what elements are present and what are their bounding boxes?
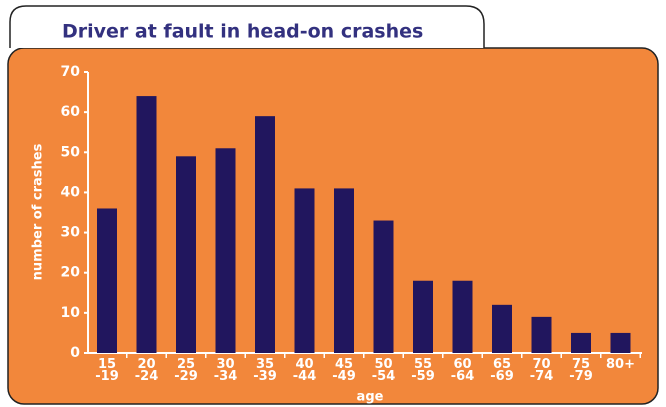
- bar: [176, 156, 196, 353]
- y-axis-label: number of crashes: [31, 143, 46, 280]
- x-tick-label: 60 -64: [450, 357, 475, 384]
- x-tick-label: 55 -59: [411, 357, 435, 384]
- bar: [215, 148, 236, 353]
- chart-title: Driver at fault in head-on crashes: [62, 21, 423, 43]
- bar: [571, 332, 591, 353]
- y-tick-label: 30: [61, 225, 81, 241]
- x-tick-label: 65 -69: [490, 357, 514, 384]
- x-axis-label: age: [357, 390, 384, 405]
- x-tick-label: 70 -74: [529, 357, 554, 384]
- x-tick-label: 35 -39: [253, 357, 277, 384]
- bar: [294, 188, 315, 353]
- bar: [610, 332, 631, 353]
- bar: [255, 116, 275, 354]
- y-tick-label: 10: [61, 305, 81, 321]
- x-tick-label: 40 -44: [292, 357, 317, 384]
- x-tick-label: 15 -19: [95, 357, 119, 384]
- bar: [97, 208, 117, 353]
- title-tab: [9, 5, 485, 48]
- x-tick-label: 50 -54: [371, 357, 396, 384]
- bar: [531, 316, 552, 353]
- x-tick-label: 25 -29: [174, 357, 198, 384]
- bar: [492, 304, 512, 353]
- y-tick-label: 40: [61, 184, 81, 200]
- x-tick-label: 20 -24: [134, 357, 159, 384]
- bar: [136, 96, 157, 353]
- x-tick-label: 30 -34: [213, 357, 238, 384]
- bar: [373, 220, 394, 353]
- y-tick-label: 0: [70, 345, 80, 361]
- x-tick-label: 45 -49: [332, 357, 356, 384]
- y-tick-label: 20: [61, 265, 81, 281]
- bar: [334, 188, 354, 353]
- bar: [452, 280, 473, 353]
- y-tick-label: 50: [61, 144, 81, 160]
- bar: [413, 280, 433, 353]
- x-tick-label: 75 -79: [569, 357, 593, 384]
- y-tick-label: 60: [61, 104, 81, 120]
- y-tick-label: 70: [61, 64, 81, 80]
- x-tick-label: 80+: [606, 357, 635, 372]
